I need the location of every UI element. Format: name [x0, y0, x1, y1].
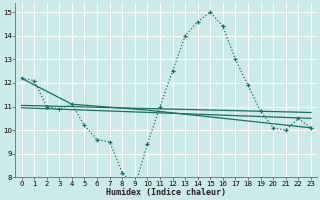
- X-axis label: Humidex (Indice chaleur): Humidex (Indice chaleur): [106, 188, 226, 197]
